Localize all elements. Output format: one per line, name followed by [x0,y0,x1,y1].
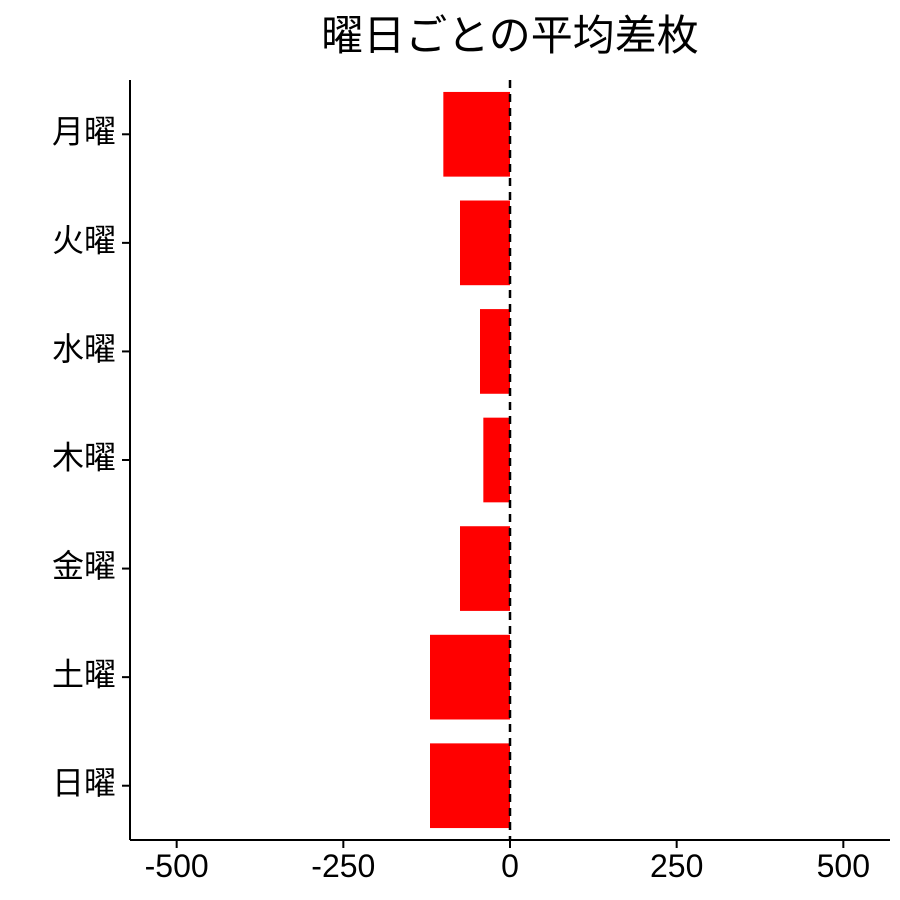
y-tick-label: 土曜 [52,657,116,693]
y-tick-label: 水曜 [52,331,116,367]
bar [430,635,510,720]
bar [480,309,510,394]
y-tick-label: 木曜 [52,439,116,475]
y-tick-label: 火曜 [52,222,116,258]
bar [430,743,510,828]
y-tick-label: 日曜 [52,765,116,801]
y-tick-label: 金曜 [52,548,116,584]
x-tick-label: -250 [311,848,375,884]
chart-container: 曜日ごとの平均差枚月曜火曜水曜木曜金曜土曜日曜 -500 -250 0 250 500 [0,0,900,900]
bar [483,418,510,503]
x-tick-label: 500 [817,848,870,884]
x-tick-label: 250 [650,848,703,884]
bar [460,526,510,611]
y-tick-label: 月曜 [52,114,116,150]
x-tick-label: -500 [145,848,209,884]
bar-chart: 曜日ごとの平均差枚月曜火曜水曜木曜金曜土曜日曜 -500 -250 0 250 500 [0,0,900,900]
bar [443,92,510,177]
bar [460,201,510,286]
chart-title: 曜日ごとの平均差枚 [321,12,699,59]
x-tick-label: 0 [501,848,519,884]
